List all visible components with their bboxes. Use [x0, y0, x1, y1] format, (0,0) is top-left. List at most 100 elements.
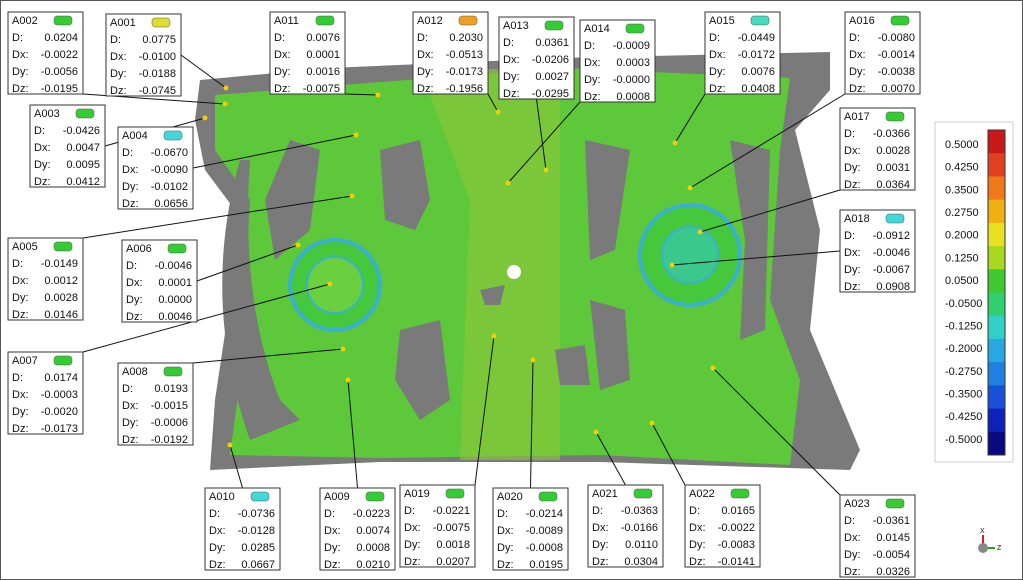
field-value: 0.0656 [154, 198, 188, 210]
point-marker [202, 115, 208, 121]
axis-icon: X Z [978, 528, 1002, 553]
field-value: -0.0361 [873, 515, 910, 527]
annotation-box: A023 D: -0.0361 Dx: 0.0145 Dy: -0.0054 Dz: 0.032… [839, 494, 916, 578]
field-label: D: [503, 37, 514, 49]
field-value: -0.0172 [738, 49, 775, 61]
box-bg [412, 11, 489, 95]
scale-segment [988, 431, 1005, 456]
status-swatch [544, 20, 564, 31]
annotation-box: A006 D: -0.0046 Dx: 0.0001 Dy: 0.0000 Dz: 0.0046 [121, 239, 198, 323]
field-label: Dz: [689, 556, 706, 568]
scan-surface [195, 52, 860, 470]
field-label: Dx: [122, 400, 139, 412]
field-value: 0.0031 [876, 162, 910, 174]
point-marker [495, 109, 501, 115]
scale-segment [988, 269, 1005, 293]
field-value: -0.0426 [63, 125, 100, 137]
field-label: Dy: [110, 68, 127, 80]
scale-label: 0.4250 [945, 162, 979, 174]
point-marker [593, 429, 599, 435]
box-bg [844, 11, 921, 95]
field-label: Dx: [584, 57, 601, 69]
field-value: 0.0028 [876, 145, 910, 157]
field-value: -0.0173 [446, 66, 483, 78]
status-swatch [167, 243, 187, 254]
field-label: D: [689, 505, 700, 517]
point-marker [530, 357, 536, 363]
scale-segment [988, 246, 1005, 270]
point-marker [223, 85, 229, 91]
field-label: D: [126, 260, 137, 272]
field-label: Dx: [404, 522, 421, 534]
field-value: 0.0210 [356, 559, 390, 571]
field-label: Dy: [12, 406, 29, 418]
box-bg [319, 487, 396, 571]
field-label: Dy: [12, 66, 29, 78]
scale-label: -0.5000 [945, 434, 982, 446]
field-label: Dx: [324, 525, 341, 537]
field-value: 0.0076 [741, 66, 775, 78]
annotation-box: A008 D: 0.0193 Dx: -0.0015 Dy: -0.0006 Dz: -0.01… [117, 362, 194, 446]
annotation-id: A011 [274, 15, 299, 27]
annotation-box: A003 D: -0.0426 Dx: 0.0047 Dy: 0.0095 Dz: 0.0412 [29, 104, 106, 188]
field-value: 0.0204 [44, 32, 78, 44]
point-marker [227, 442, 233, 448]
annotation-id: A003 [34, 108, 60, 120]
field-value: -0.0736 [238, 508, 275, 520]
status-swatch [53, 241, 73, 252]
annotation-box: A007 D: 0.0174 Dx: -0.0003 Dy: -0.0020 Dz: -0.01… [7, 351, 84, 435]
field-label: D: [497, 508, 508, 520]
status-swatch [151, 17, 171, 28]
leader-lines [82, 54, 846, 496]
status-swatch [250, 491, 270, 502]
field-value: -0.0020 [41, 406, 78, 418]
scale-label: 0.1250 [945, 252, 979, 264]
box-bg [492, 487, 569, 571]
leader-line [82, 283, 331, 353]
leader-line [474, 335, 495, 486]
point-marker [669, 262, 675, 268]
annotation-id: A002 [12, 15, 38, 27]
leader-line [536, 98, 547, 171]
box-bg [204, 487, 281, 571]
field-value: 0.0076 [306, 32, 340, 44]
leader-line [229, 444, 243, 489]
annotation-box: A022 D: 0.0165 Dx: -0.0022 Dy: -0.0083 Dz: -0.01… [684, 484, 761, 568]
box-bg [498, 16, 575, 100]
field-value: -0.0009 [613, 40, 650, 52]
field-label: D: [12, 32, 23, 44]
field-value: 0.0364 [876, 179, 910, 191]
point-marker [672, 140, 678, 146]
scale-label: 0.3500 [945, 184, 979, 196]
status-swatch [53, 15, 73, 26]
box-bg [7, 11, 84, 95]
field-label: Dz: [497, 559, 514, 571]
leader-line [712, 367, 841, 496]
leader-line [530, 359, 534, 489]
annotation-box: A019 D: -0.0221 Dx: -0.0075 Dy: 0.0018 Dz: 0.020… [399, 484, 476, 568]
status-swatch [885, 213, 905, 224]
field-value: -0.0067 [873, 264, 910, 276]
annotation-box: A017 D: -0.0366 Dx: 0.0028 Dy: 0.0031 Dz: 0.0364 [839, 107, 916, 191]
annotation-id: A006 [126, 243, 152, 255]
box-bg [105, 13, 182, 97]
field-label: Dz: [849, 83, 866, 95]
field-label: D: [844, 515, 855, 527]
annotation-id: A023 [844, 498, 870, 510]
point-marker [340, 346, 346, 352]
field-value: 0.0146 [44, 309, 78, 321]
field-label: Dy: [844, 264, 861, 276]
point-marker [543, 167, 549, 173]
field-value: 0.0165 [721, 505, 755, 517]
field-label: Dz: [417, 83, 434, 95]
point-marker [710, 365, 716, 371]
point-marker [375, 92, 381, 98]
point-marker [697, 229, 703, 235]
leader-line [196, 244, 299, 282]
scale-label: 0.0500 [945, 275, 979, 287]
field-label: Dx: [34, 142, 51, 154]
status-swatch [53, 355, 73, 366]
field-value: 0.0001 [158, 277, 192, 289]
field-label: Dy: [844, 549, 861, 561]
field-value: 0.0304 [624, 556, 658, 568]
